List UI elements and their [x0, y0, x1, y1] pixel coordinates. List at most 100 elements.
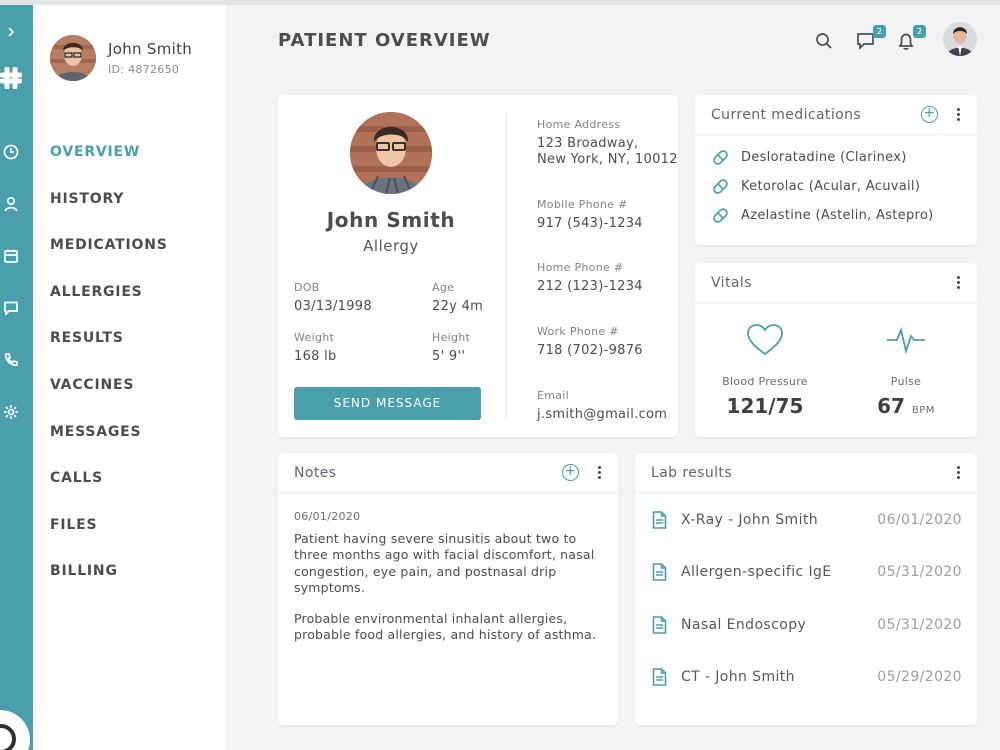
age-field: Age 22y 4m [432, 281, 483, 315]
medications-more-icon[interactable] [955, 107, 961, 122]
send-message-button[interactable]: SEND MESSAGE [294, 387, 481, 420]
lab-result-name: CT - John Smith [681, 669, 795, 685]
weight-field: Weight 168 lb [294, 331, 337, 365]
home-phone-value[interactable]: 212 (123)-1234 [537, 279, 643, 294]
work-phone-label: Work Phone # [537, 325, 619, 338]
notes-more-icon[interactable] [596, 465, 602, 480]
email-label: Email [537, 389, 570, 402]
calendar-icon[interactable] [0, 245, 22, 267]
sidebar-item-overview[interactable]: OVERVIEW [50, 144, 141, 160]
chevron-right-icon[interactable] [0, 21, 22, 43]
lab-result-row[interactable]: Allergen-specific IgE 05/31/2020 [652, 561, 962, 583]
dob-field: DOB 03/13/1998 [294, 281, 372, 315]
sidebar-item-files[interactable]: FILES [50, 516, 98, 533]
help-button[interactable] [0, 710, 30, 750]
patient-name: John Smith [326, 208, 456, 232]
lab-result-date: 06/01/2020 [877, 512, 962, 528]
notes-header: Notes + [278, 453, 618, 493]
notifications-badge: 2 [913, 25, 926, 38]
pill-icon [713, 179, 728, 194]
home-address-line1: 123 Broadway, [537, 136, 639, 151]
pulse-unit: BPM [911, 405, 935, 416]
lab-result-row[interactable]: Nasal Endoscopy 05/31/2020 [652, 614, 962, 636]
sidebar-item-medications[interactable]: MEDICATIONS [50, 237, 168, 254]
mobile-phone-label: Mobile Phone # [537, 198, 628, 211]
pulse-icon [887, 327, 925, 355]
sidebar-item-vaccines[interactable]: VACCINES [50, 376, 135, 393]
user-avatar[interactable] [943, 22, 977, 56]
document-icon [652, 563, 667, 581]
document-icon [652, 668, 667, 686]
pulse-value: 67 [877, 394, 905, 418]
pill-icon [713, 208, 728, 223]
sidebar-item-allergies[interactable]: ALLERGIES [50, 283, 143, 300]
work-phone-value[interactable]: 718 (702)-9876 [537, 343, 643, 358]
search-button[interactable] [814, 31, 838, 55]
sidebar-item-billing[interactable]: BILLING [50, 563, 118, 580]
add-medication-button[interactable]: + [921, 106, 938, 123]
card-divider [506, 113, 507, 418]
bell-icon [898, 33, 914, 50]
home-phone-label: Home Phone # [537, 261, 624, 274]
sidebar-item-history[interactable]: HISTORY [50, 190, 125, 207]
vitals-more-icon[interactable] [955, 275, 961, 290]
lab-results-header: Lab results [635, 453, 977, 493]
email-value[interactable]: j.smith@gmail.com [537, 407, 668, 422]
weight-value: 168 lb [294, 349, 337, 364]
medication-name: Ketorolac (Acular, Acuvail) [741, 179, 921, 194]
chat-icon[interactable] [0, 297, 22, 319]
home-phone-field: Home Phone # 212 (123)-1234 [537, 261, 643, 295]
mobile-phone-value[interactable]: 917 (543)-1234 [537, 216, 643, 231]
user-icon[interactable] [0, 193, 22, 215]
messages-badge: 2 [873, 25, 886, 38]
pulse-label: Pulse [890, 375, 922, 388]
dob-value: 03/13/1998 [294, 299, 372, 314]
icon-rail [0, 5, 33, 750]
medications-title: Current medications [711, 106, 862, 123]
lab-result-date: 05/31/2020 [877, 564, 962, 580]
blood-pressure-value: 121/75 [726, 394, 804, 418]
lab-results-title: Lab results [651, 464, 733, 481]
medications-card: Current medications + Desloratadine (Cla… [695, 95, 977, 245]
lab-results-more-icon[interactable] [955, 465, 961, 480]
home-address-line2: New York, NY, 10012 [537, 152, 678, 167]
patient-card: John Smith Allergy DOB 03/13/1998 Age 22… [278, 95, 678, 437]
notifications-button[interactable]: 2 [896, 25, 926, 55]
add-note-button[interactable]: + [562, 464, 579, 481]
lab-result-row[interactable]: CT - John Smith 05/29/2020 [652, 666, 962, 688]
blood-pressure-label: Blood Pressure [722, 375, 808, 388]
phone-icon[interactable] [0, 349, 22, 371]
lab-result-name: Allergen-specific IgE [681, 564, 832, 580]
app-logo-icon[interactable] [0, 67, 22, 89]
list-item[interactable]: Desloratadine (Clarinex) [711, 143, 961, 172]
list-item[interactable]: Azelastine (Astelin, Astepro) [711, 201, 961, 230]
sidebar-profile[interactable]: John Smith ID: 4872650 [50, 35, 192, 81]
list-item[interactable]: Ketorolac (Acular, Acuvail) [711, 172, 961, 201]
medications-header: Current medications + [695, 95, 977, 135]
note-date: 06/01/2020 [294, 510, 361, 523]
pill-icon [713, 150, 728, 165]
sidebar-item-messages[interactable]: MESSAGES [50, 423, 142, 440]
vitals-header: Vitals [695, 263, 977, 303]
medication-name: Desloratadine (Clarinex) [741, 150, 907, 165]
patient-photo [350, 112, 432, 194]
messages-button[interactable]: 2 [856, 25, 886, 55]
height-field: Height 5' 9'' [432, 331, 470, 365]
lab-result-row[interactable]: X-Ray - John Smith 06/01/2020 [652, 509, 962, 531]
height-value: 5' 9'' [432, 349, 466, 364]
page-title: PATIENT OVERVIEW [278, 30, 491, 51]
patient-condition: Allergy [363, 237, 419, 255]
clock-icon[interactable] [0, 141, 22, 163]
lab-result-date: 05/31/2020 [877, 617, 962, 633]
gear-icon[interactable] [0, 401, 22, 423]
dob-label: DOB [294, 281, 320, 294]
sidebar-item-results[interactable]: RESULTS [50, 330, 124, 347]
age-value: 22y 4m [432, 299, 484, 314]
sidebar-nav: OVERVIEW HISTORY MEDICATIONS ALLERGIES R… [50, 141, 168, 607]
email-field: Email j.smith@gmail.com [537, 389, 667, 423]
document-icon [652, 616, 667, 634]
lab-results-card: Lab results X-Ray - John Smith 06/01/202… [635, 453, 977, 725]
profile-id: ID: 4872650 [108, 63, 180, 76]
work-phone-field: Work Phone # 718 (702)-9876 [537, 325, 643, 359]
sidebar-item-calls[interactable]: CALLS [50, 470, 104, 487]
